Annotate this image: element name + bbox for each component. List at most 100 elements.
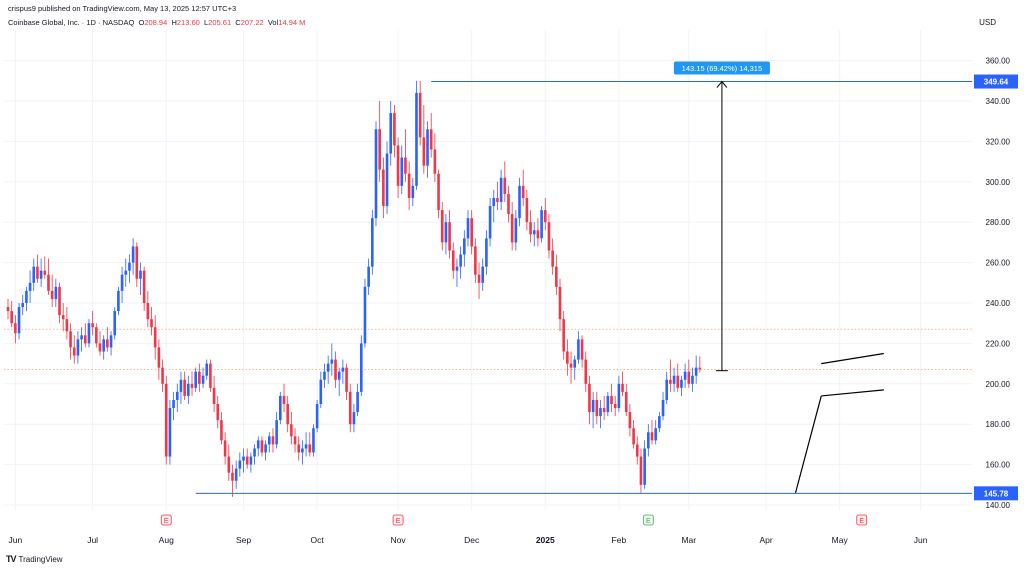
candle-body (190, 383, 194, 388)
candle (69, 323, 72, 360)
candle (142, 266, 146, 312)
candle-body (602, 408, 606, 413)
candle-body (617, 383, 621, 409)
candle (65, 307, 69, 340)
candle (422, 105, 426, 174)
high-value: 213.60 (176, 18, 200, 27)
candle (47, 258, 50, 295)
candle-body (599, 408, 602, 417)
candle-body (124, 270, 128, 275)
earnings-marker (642, 514, 654, 526)
candle-body (591, 399, 595, 413)
candle-body (275, 420, 278, 445)
candle-body (393, 113, 396, 146)
earnings-marker (856, 514, 868, 526)
candle (555, 254, 558, 295)
measure-arrowhead (716, 80, 728, 88)
candle (698, 356, 702, 373)
candle-body (6, 307, 10, 312)
candle (28, 270, 32, 303)
candle-body (525, 197, 529, 223)
candle (485, 230, 488, 275)
candle (175, 383, 179, 413)
candle (109, 331, 113, 356)
candle-body (529, 222, 532, 235)
candle (290, 412, 293, 445)
candle (492, 189, 496, 223)
candle-body (352, 412, 356, 425)
candle-body (654, 428, 657, 441)
candle-body (286, 404, 289, 425)
candle (477, 262, 481, 299)
candle (194, 367, 197, 392)
candle-body (348, 391, 352, 425)
candle (669, 359, 672, 392)
tradingview-brand[interactable]: TV TradingView (6, 554, 63, 564)
candle-body (106, 339, 109, 348)
candle (242, 448, 245, 473)
candle-body (566, 351, 569, 364)
candle-body (10, 311, 13, 324)
candle (172, 391, 175, 421)
candle-body (437, 173, 440, 211)
symbol-name: Coinbase Global, Inc. · 1D · NASDAQ (8, 18, 135, 27)
candle (444, 214, 448, 255)
candle-body (39, 270, 43, 279)
earnings-label: E (859, 518, 864, 525)
candle (382, 157, 385, 219)
candle (61, 303, 65, 332)
candle-body (142, 270, 146, 303)
candle (566, 339, 569, 376)
candle (95, 323, 98, 348)
candle (647, 424, 650, 457)
candle-body (580, 339, 584, 360)
candle-body (613, 404, 617, 409)
candle-body (485, 238, 488, 267)
candle-body (150, 319, 153, 328)
candle (577, 331, 580, 364)
candle-body (253, 448, 256, 457)
candle (404, 129, 407, 182)
close-value: 207.22 (240, 18, 264, 27)
candle-body (83, 335, 87, 344)
y-tick-label: 360.00 (986, 57, 1011, 66)
candle (407, 161, 411, 211)
candle (315, 399, 319, 433)
candle-body (356, 391, 359, 413)
candle-body (98, 343, 102, 352)
candle-body (220, 420, 223, 441)
candle-body (187, 383, 190, 396)
candle-body (584, 359, 588, 384)
candle-body (198, 371, 201, 384)
candle-body (492, 197, 496, 207)
candle (352, 404, 356, 433)
candle (190, 371, 194, 396)
candle-body (279, 395, 282, 421)
candle (518, 177, 521, 227)
measure-badge (673, 61, 770, 75)
candle (385, 141, 389, 215)
candle-body (518, 185, 521, 219)
candle (635, 436, 639, 465)
candle (691, 367, 694, 392)
candle-body (135, 246, 139, 279)
candle-body (131, 246, 135, 263)
candle-body (72, 347, 76, 356)
candle-body (547, 222, 551, 251)
candle-body (209, 363, 212, 388)
candle-body (632, 428, 635, 445)
candle (179, 371, 183, 404)
candle-body (205, 363, 209, 376)
candle-body (14, 323, 17, 334)
candle (573, 355, 577, 380)
candle (271, 428, 275, 453)
candle-body (536, 230, 540, 239)
candle-body (418, 92, 422, 138)
candle-body (153, 327, 157, 348)
candle-body (532, 230, 536, 235)
candle (264, 440, 267, 461)
candle (676, 363, 680, 392)
candle-body (231, 472, 234, 481)
candle (80, 327, 83, 352)
